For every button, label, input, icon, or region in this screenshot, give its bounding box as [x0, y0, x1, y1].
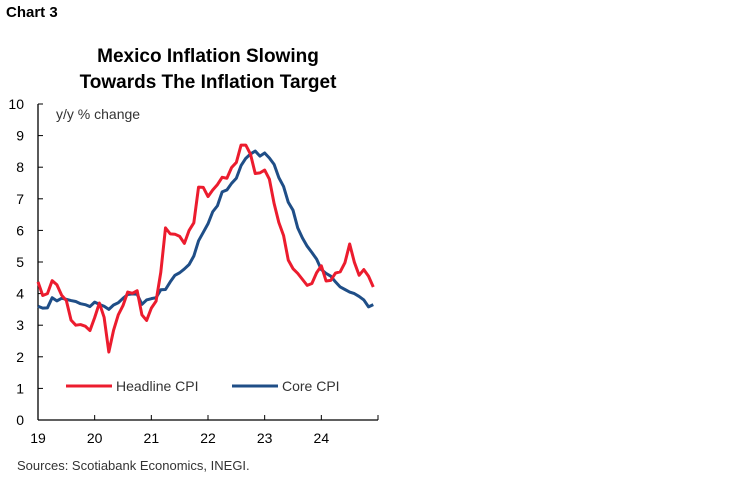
x-tick-label: 20: [87, 430, 103, 446]
x-tick-label: 24: [314, 430, 330, 446]
chart-label: Chart 3: [6, 4, 58, 21]
y-tick-label: 5: [16, 254, 24, 270]
y-tick-label: 4: [16, 286, 24, 302]
source-note: Sources: Scotiabank Economics, INEGI.: [17, 458, 250, 473]
series-line-headline-cpi: [36, 143, 375, 354]
y-tick-label: 2: [16, 349, 24, 365]
chart-title-line: Towards The Inflation Target: [80, 72, 338, 93]
series-line-core-cpi: [37, 149, 374, 311]
y-tick-label: 6: [16, 222, 24, 238]
y-tick-label: 0: [16, 412, 24, 428]
y-axis-label: y/y % change: [56, 106, 140, 122]
chart-title-line: Mexico Inflation Slowing: [97, 46, 319, 67]
y-tick-label: 7: [16, 191, 24, 207]
y-tick-label: 1: [16, 380, 24, 396]
y-tick-label: 8: [16, 159, 24, 175]
x-tick-label: 21: [144, 430, 160, 446]
x-tick-label: 22: [200, 430, 216, 446]
legend-label: Headline CPI: [116, 378, 199, 394]
x-tick-label: 23: [257, 430, 273, 446]
y-tick-label: 9: [16, 128, 24, 144]
legend-label: Core CPI: [282, 378, 340, 394]
y-tick-label: 3: [16, 317, 24, 333]
x-tick-label: 19: [30, 430, 46, 446]
y-tick-label: 10: [8, 96, 24, 112]
